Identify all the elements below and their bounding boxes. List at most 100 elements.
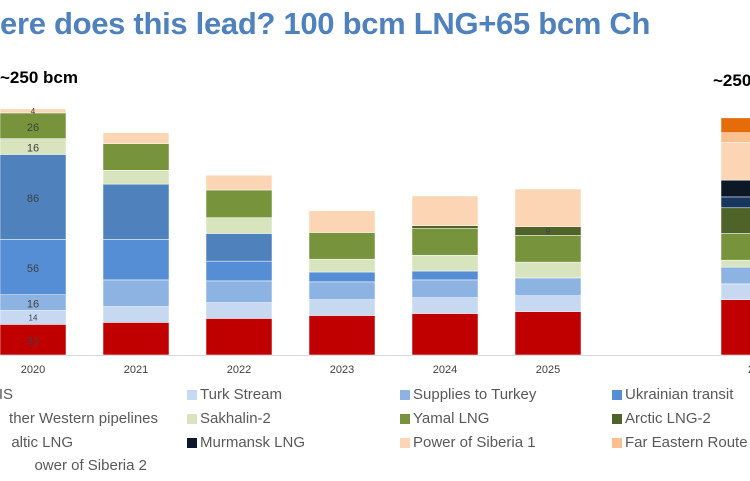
legend-label: Murmansk LNG: [200, 434, 306, 451]
legend-swatch: [612, 413, 622, 424]
bar-segment: [514, 261, 582, 279]
legend-item: Turk Stream: [187, 386, 282, 403]
x-tick-label: 2022: [227, 364, 251, 376]
legend-item: Supplies to Turkey: [400, 386, 536, 403]
bar-segment: [720, 132, 750, 143]
bar-segment: [411, 313, 479, 356]
bar-segment: [308, 271, 376, 283]
bar-segment: [308, 315, 376, 356]
legend-item: Sakhalin-2: [187, 410, 271, 427]
bar-segment: [308, 281, 376, 300]
bar-segment: [720, 196, 750, 209]
legend-label: altic LNG: [11, 434, 73, 451]
bar-segment: [205, 260, 273, 282]
legend-item: altic LNG: [11, 434, 73, 451]
bar-segment: [0, 239, 67, 295]
bar-segment: [308, 210, 376, 233]
bar-segment: [514, 311, 582, 356]
bar-segment: [102, 143, 170, 171]
bar-segment: [102, 132, 170, 144]
x-tick-label: 2025: [536, 364, 560, 376]
bar-segment: [308, 232, 376, 260]
data-label: 86: [27, 193, 39, 205]
data-label: 31: [27, 336, 39, 348]
bar-segment: [411, 270, 479, 281]
bar-segment: [0, 108, 67, 114]
bar-segment: [205, 280, 273, 303]
data-label: 16: [27, 299, 39, 311]
legend-label: ther Western pipelines: [9, 410, 158, 427]
bar-segment: [205, 189, 273, 218]
legend-item: ther Western pipelines: [9, 410, 158, 427]
legend-item: ower of Siberia 2: [34, 457, 147, 474]
x-tick-label: 2021: [124, 364, 148, 376]
bar-segment: [102, 279, 170, 307]
legend-item: Far Eastern Route: [612, 434, 748, 451]
bar-segment: [411, 297, 479, 314]
legend-swatch: [612, 437, 622, 448]
bar-segment: [411, 228, 479, 256]
legend-label: Arctic LNG-2: [625, 410, 711, 427]
data-label: 14: [29, 313, 38, 322]
bar-segment: [514, 277, 582, 296]
legend-item: Ukrainian transit: [612, 386, 733, 403]
legend-label: Ukrainian transit: [625, 386, 734, 403]
legend-swatch: [400, 437, 410, 448]
bar-segment: [102, 239, 170, 281]
bar-segment: [205, 217, 273, 234]
bar-segment: [720, 233, 750, 261]
bar-segment: [102, 306, 170, 323]
bar-segment: [514, 295, 582, 312]
x-tick-label: 2023: [330, 364, 354, 376]
bar-segment: [0, 324, 67, 356]
bar-segment: [720, 142, 750, 181]
bar-segment: [720, 266, 750, 285]
bar-segment: [720, 207, 750, 234]
bar-segment: [102, 169, 170, 185]
bar-segment: [411, 195, 479, 226]
bar-segment: [720, 117, 750, 133]
bar-segment: [205, 302, 273, 319]
bar-segment: [720, 179, 750, 198]
bar-segment: [205, 318, 273, 356]
legend-swatch: [400, 389, 410, 400]
data-label: 4: [31, 107, 36, 116]
bar-segment: [720, 283, 750, 300]
legend-item: IS: [0, 386, 13, 403]
bar-segment: [720, 259, 750, 268]
x-tick-label: 2020: [21, 364, 45, 376]
bar-segment: [411, 279, 479, 298]
total-annotation-right: ~250: [713, 71, 750, 90]
bar-segment: [411, 254, 479, 272]
bar-segment: [308, 299, 376, 316]
legend-swatch: [187, 437, 197, 448]
data-label: 9: [546, 227, 551, 236]
legend-item: Murmansk LNG: [187, 434, 305, 451]
bar-segment: [102, 322, 170, 356]
legend-label: IS: [0, 386, 13, 403]
legend-item: Yamal LNG: [400, 410, 489, 427]
bar-segment: [514, 188, 582, 227]
legend-label: Yamal LNG: [413, 410, 490, 427]
legend-label: Power of Siberia 1: [413, 434, 536, 451]
data-label: 56: [27, 263, 39, 275]
data-label: 26: [27, 122, 39, 134]
legend-item: Arctic LNG-2: [612, 410, 711, 427]
legend-label: ower of Siberia 2: [34, 457, 147, 474]
x-tick-label: 20: [748, 364, 750, 376]
total-annotation-left: ~250 bcm: [0, 68, 78, 87]
legend-label: Supplies to Turkey: [413, 386, 537, 403]
bar-segment: [0, 112, 67, 139]
legend-label: Far Eastern Route: [625, 434, 748, 451]
x-tick-label: 2024: [433, 364, 457, 376]
bar-segment: [205, 174, 273, 191]
data-label: 16: [27, 143, 39, 155]
bar-segment: [102, 183, 170, 240]
bar-segment: [411, 225, 479, 229]
legend-swatch: [400, 413, 410, 424]
legend-swatch: [612, 389, 622, 400]
bar-segment: [720, 299, 750, 356]
bar-segment: [205, 233, 273, 262]
legend-label: Turk Stream: [200, 386, 282, 403]
bar-segment: [308, 258, 376, 273]
